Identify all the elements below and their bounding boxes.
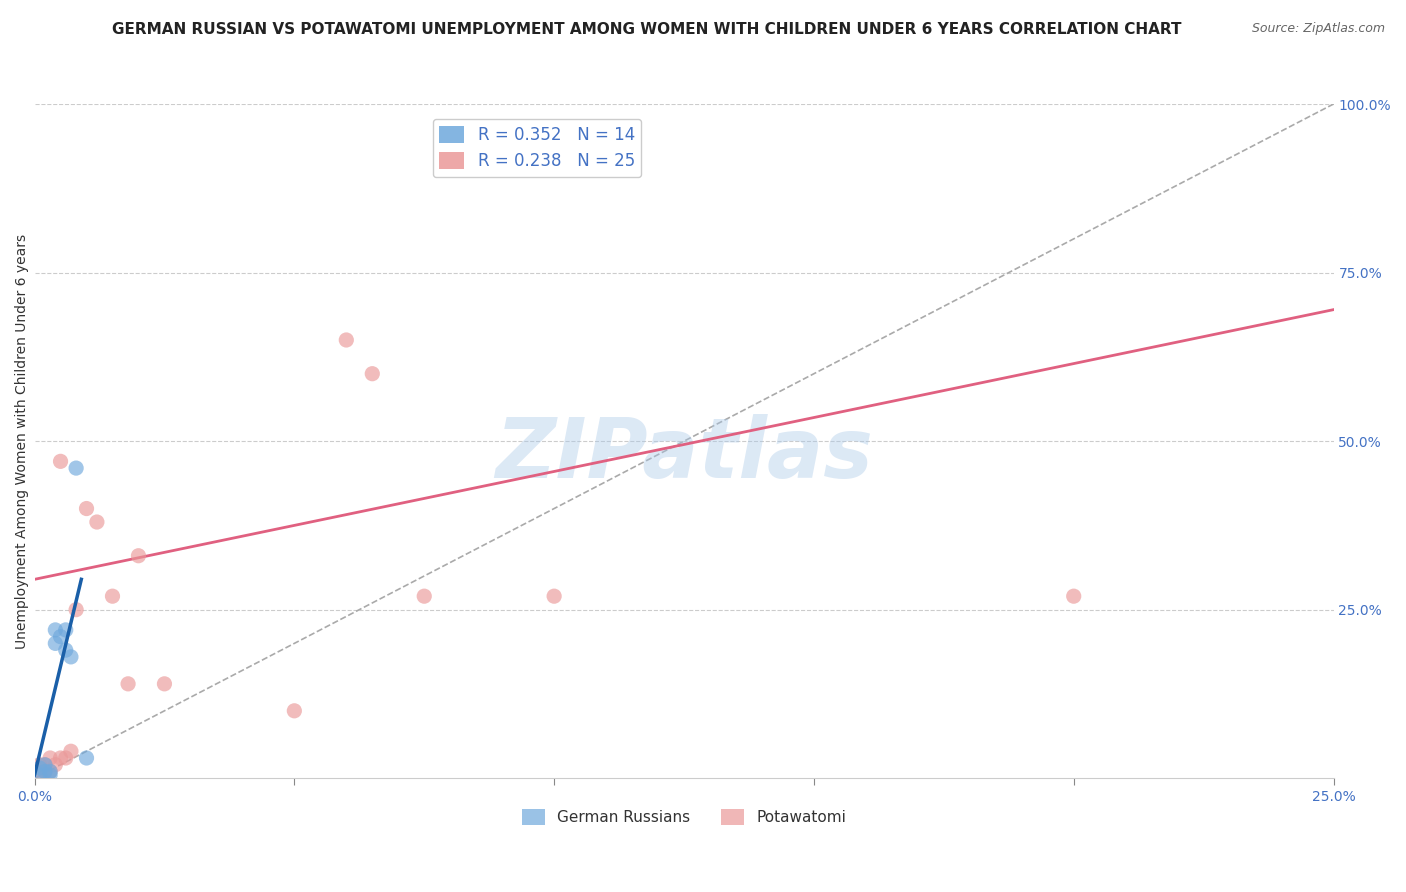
Point: [117, 677, 139, 691]
Point: [39, 768, 62, 782]
Point: [49, 751, 72, 765]
Point: [361, 367, 384, 381]
Point: [543, 589, 565, 603]
Point: [28, 768, 51, 782]
Point: [76, 501, 98, 516]
Point: [34, 757, 56, 772]
Point: [439, 130, 461, 145]
Point: [335, 333, 357, 347]
Point: [65, 602, 87, 616]
Point: [28, 761, 51, 775]
Point: [59, 744, 82, 758]
Point: [49, 630, 72, 644]
Point: [1063, 589, 1085, 603]
Point: [44, 636, 66, 650]
Point: [44, 623, 66, 637]
Point: [34, 764, 56, 779]
Point: [153, 677, 176, 691]
Point: [34, 757, 56, 772]
Point: [39, 751, 62, 765]
Point: [413, 589, 436, 603]
Point: [44, 757, 66, 772]
Point: [55, 751, 77, 765]
Point: [59, 649, 82, 664]
Point: [39, 764, 62, 779]
Y-axis label: Unemployment Among Women with Children Under 6 years: Unemployment Among Women with Children U…: [15, 234, 30, 648]
Point: [65, 461, 87, 475]
Point: [55, 623, 77, 637]
Point: [127, 549, 149, 563]
Point: [49, 454, 72, 468]
Text: GERMAN RUSSIAN VS POTAWATOMI UNEMPLOYMENT AMONG WOMEN WITH CHILDREN UNDER 6 YEAR: GERMAN RUSSIAN VS POTAWATOMI UNEMPLOYMEN…: [112, 22, 1181, 37]
Point: [101, 589, 124, 603]
Point: [39, 764, 62, 779]
Point: [55, 643, 77, 657]
Text: Source: ZipAtlas.com: Source: ZipAtlas.com: [1251, 22, 1385, 36]
Point: [28, 757, 51, 772]
Point: [86, 515, 108, 529]
Point: [28, 768, 51, 782]
Point: [76, 751, 98, 765]
Legend: German Russians, Potawatomi: German Russians, Potawatomi: [516, 803, 852, 831]
Point: [283, 704, 305, 718]
Point: [34, 764, 56, 779]
Text: ZIPatlas: ZIPatlas: [495, 414, 873, 495]
